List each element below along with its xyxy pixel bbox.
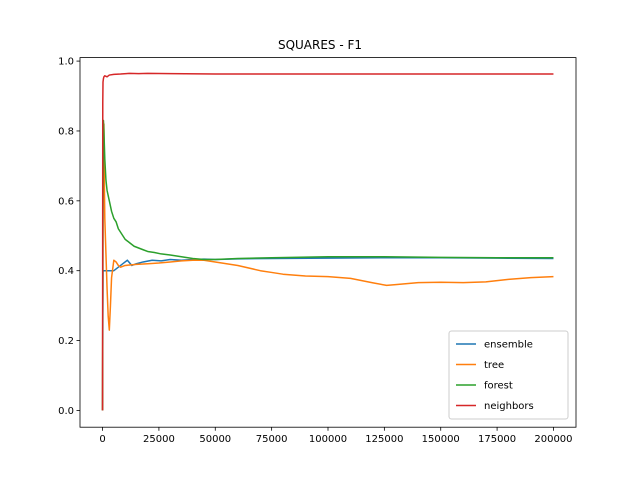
y-tick-label: 0.4 [58, 266, 74, 277]
x-tick-label: 75000 [256, 434, 288, 445]
y-tick-label: 1.0 [58, 57, 74, 68]
y-tick-label: 0.2 [58, 336, 74, 347]
legend-label-tree: tree [484, 360, 504, 371]
x-tick-label: 50000 [199, 434, 231, 445]
x-tick-label: 0 [99, 434, 105, 445]
series-line-ensemble [101, 257, 554, 411]
plot-lines [101, 72, 554, 411]
x-tick-label: 175000 [478, 434, 516, 445]
x-tick-label: 100000 [309, 434, 347, 445]
y-axis: 0.0 0.2 0.4 0.6 0.8 1.0 [58, 57, 80, 417]
y-tick-label: 0.8 [58, 126, 74, 137]
series-line-tree [101, 123, 554, 411]
x-axis: 0 25000 50000 75000 100000 125000 150000 175000… [99, 427, 573, 445]
x-tick-label: 200000 [534, 434, 572, 445]
series-line-neighbors [101, 72, 554, 411]
series-line-forest [101, 119, 554, 411]
y-tick-label: 0.6 [58, 196, 74, 207]
x-tick-label: 25000 [143, 434, 175, 445]
chart-title: SQUARES - F1 [278, 38, 362, 52]
legend: ensemble tree forest neighbors [448, 330, 569, 420]
y-tick-label: 0.0 [58, 406, 74, 417]
legend-box [448, 330, 569, 420]
x-tick-label: 125000 [365, 434, 403, 445]
legend-label-forest: forest [484, 381, 513, 392]
legend-label-ensemble: ensemble [484, 340, 533, 351]
x-tick-label: 150000 [422, 434, 460, 445]
legend-label-neighbors: neighbors [484, 401, 534, 412]
